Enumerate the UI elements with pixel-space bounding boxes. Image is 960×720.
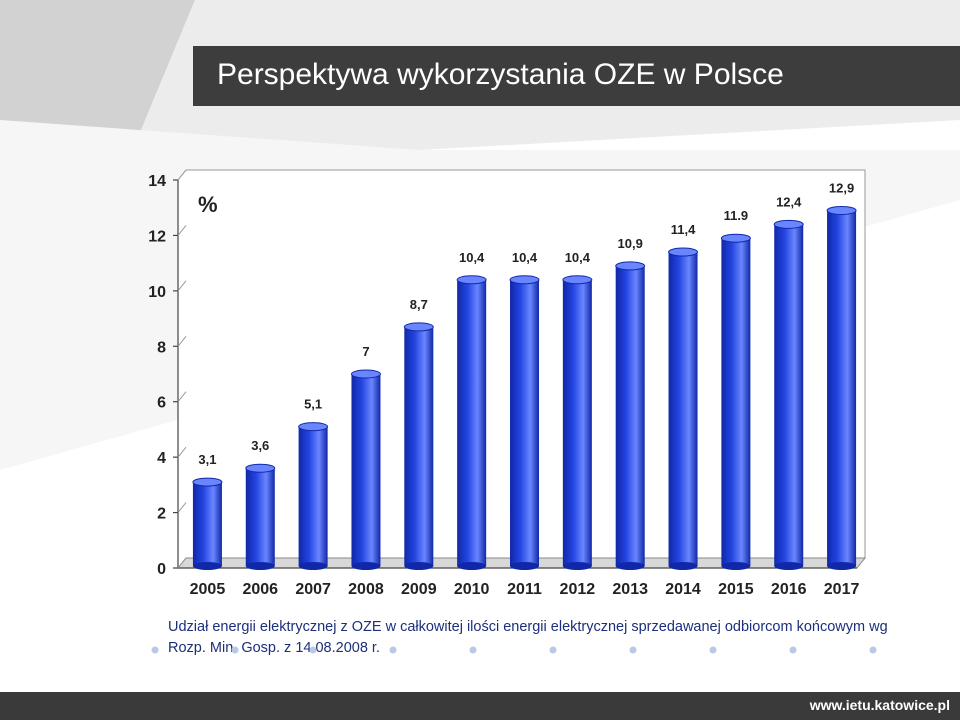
x-tick-label: 2007 <box>295 581 331 598</box>
bar-base <box>457 562 487 570</box>
y-tick-depth <box>177 225 187 236</box>
bar-top <box>615 261 646 271</box>
bar-chart: 0 2 4 6 8 10 12 14% 3,1 2005 3,6 2006 5,1 2007 7 2008 8,… <box>148 169 867 598</box>
bar-base <box>827 562 857 570</box>
chart-caption: Udział energii elektrycznej z OZE w całk… <box>168 619 888 656</box>
data-label: 10,4 <box>512 250 538 265</box>
bar-base <box>192 562 222 570</box>
y-tick-label: 8 <box>157 339 166 356</box>
bar-base <box>615 562 645 570</box>
bar <box>245 468 275 566</box>
bar <box>615 265 645 566</box>
bar-top <box>509 275 540 285</box>
bar <box>298 426 328 566</box>
x-tick-label: 2015 <box>718 581 754 598</box>
bar <box>721 238 751 566</box>
bar <box>827 210 857 566</box>
x-tick-label: 2010 <box>454 581 490 598</box>
y-tick-depth <box>177 391 187 403</box>
x-tick-label: 2006 <box>242 581 278 598</box>
footer-bar: www.ietu.katowice.pl <box>0 692 960 720</box>
bar <box>457 279 487 566</box>
bar-top <box>720 233 751 243</box>
y-tick-depth <box>177 446 187 458</box>
y-tick-depth <box>177 335 187 347</box>
data-label: 12,4 <box>776 194 802 209</box>
y-tick-depth <box>177 502 187 513</box>
x-tick-label: 2016 <box>771 581 807 598</box>
bar-base <box>774 562 804 570</box>
bar <box>562 279 592 566</box>
data-label: 10,4 <box>459 250 485 265</box>
data-label: 3,6 <box>251 438 269 453</box>
bar <box>404 326 434 566</box>
bar-base <box>510 562 539 570</box>
data-label: 3,1 <box>198 452 216 467</box>
bar <box>774 224 804 567</box>
x-tick-label: 2009 <box>401 581 437 598</box>
y-tick-label: 10 <box>148 284 166 301</box>
x-tick-label: 2008 <box>348 581 384 598</box>
bar-base <box>562 562 592 570</box>
bar-top <box>773 219 804 229</box>
bar-top <box>403 322 434 332</box>
x-tick-label: 2011 <box>507 581 542 598</box>
data-label: 11,4 <box>671 222 696 237</box>
y-tick-label: 2 <box>157 506 166 523</box>
data-label: 10,4 <box>565 250 591 265</box>
bar-top <box>350 369 381 379</box>
slide-title: Perspektywa wykorzystania OZE w Polsce <box>217 58 784 91</box>
y-axis-label: % <box>198 192 218 217</box>
y-tick-label: 6 <box>157 395 166 412</box>
y-tick-label: 12 <box>148 228 166 245</box>
bar-top <box>562 275 593 285</box>
data-label: 12,9 <box>829 180 854 195</box>
bar-base <box>404 562 434 570</box>
bar <box>510 279 539 566</box>
bar-base <box>351 562 381 570</box>
x-tick-label: 2005 <box>190 581 226 598</box>
bar-base <box>668 562 698 570</box>
x-tick-label: 2012 <box>560 581 596 598</box>
bar <box>351 374 381 566</box>
bar-top <box>456 275 487 285</box>
y-tick-label: 4 <box>157 450 166 467</box>
y-tick-depth <box>177 557 187 569</box>
data-label: 11.9 <box>724 208 749 223</box>
bar <box>668 252 698 567</box>
bar-top <box>298 422 329 432</box>
x-tick-label: 2014 <box>665 581 701 598</box>
footer-url: www.ietu.katowice.pl <box>809 697 950 713</box>
x-tick-label: 2013 <box>612 581 648 598</box>
title-bar: Perspektywa wykorzystania OZE w Polsce <box>193 46 960 106</box>
y-tick-depth <box>177 169 187 181</box>
y-tick-depth <box>177 280 187 292</box>
y-tick-label: 0 <box>157 561 166 578</box>
data-label: 10,9 <box>618 236 643 251</box>
bar-top <box>668 247 699 257</box>
bar <box>192 482 222 566</box>
x-tick-label: 2017 <box>824 581 860 598</box>
bar-base <box>245 562 275 570</box>
data-label: 5,1 <box>304 397 322 412</box>
data-label: 7 <box>362 344 369 359</box>
data-label: 8,7 <box>410 297 428 312</box>
bar-base <box>298 562 328 570</box>
y-tick-label: 14 <box>148 173 166 190</box>
bar-top <box>245 463 276 473</box>
bar-base <box>721 562 751 570</box>
bar-top <box>192 477 223 487</box>
bar-top <box>826 205 857 215</box>
